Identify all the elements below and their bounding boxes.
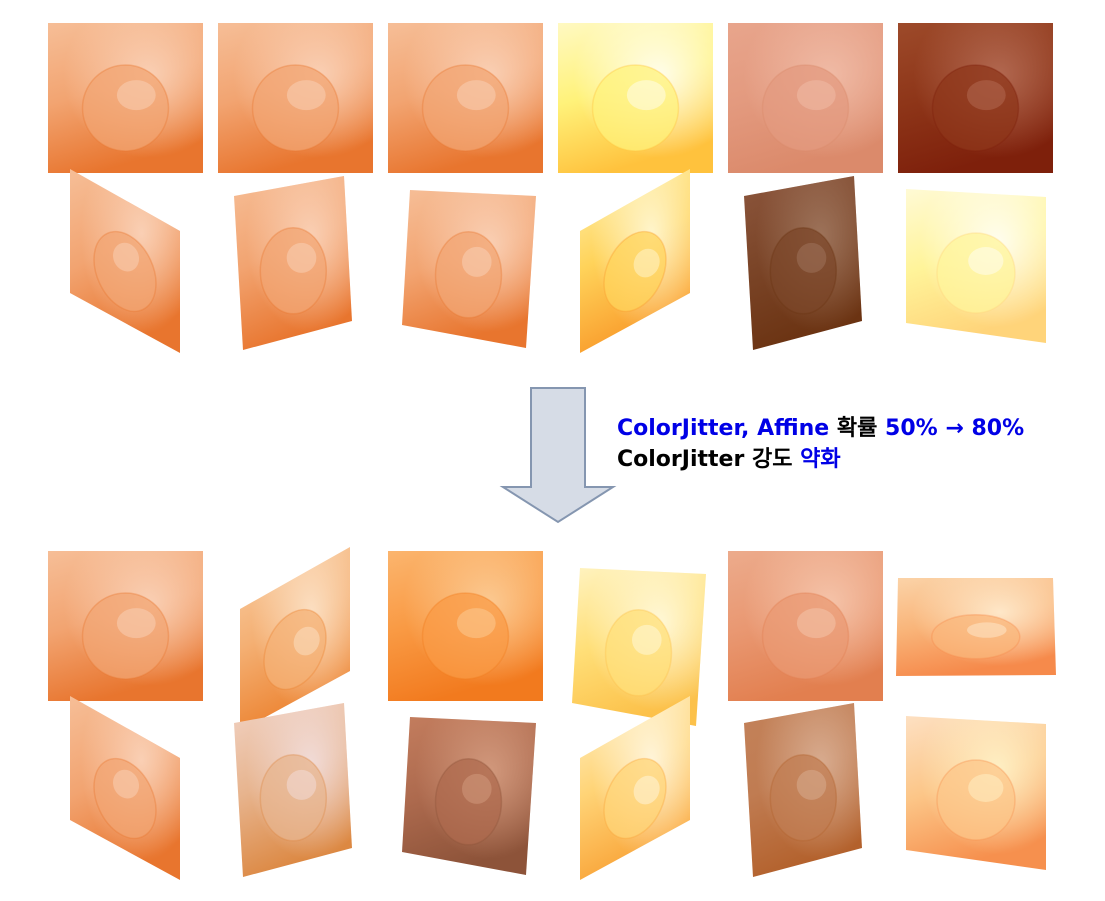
augmented-image-after-7: [234, 703, 352, 877]
augmented-image-after-1: [240, 547, 350, 731]
egg-object: [434, 231, 503, 319]
egg-highlight: [967, 622, 1007, 638]
egg-highlight: [113, 242, 140, 272]
egg-highlight: [286, 80, 326, 111]
caption-probability-word: 확률: [829, 416, 886, 441]
augmented-image-before-8: [402, 190, 536, 348]
augmented-image-after-5: [896, 578, 1056, 676]
egg-object: [421, 64, 510, 152]
egg-object: [93, 757, 157, 840]
egg-object: [81, 64, 170, 152]
egg-highlight: [796, 608, 836, 639]
augmented-image-after-2: [388, 551, 543, 701]
egg-highlight: [966, 80, 1006, 111]
egg-highlight: [113, 769, 140, 799]
egg-object: [761, 592, 850, 680]
egg-object: [931, 64, 1020, 152]
egg-highlight: [286, 242, 317, 273]
augmented-image-before-10: [744, 176, 862, 350]
egg-highlight: [456, 80, 496, 111]
egg-highlight: [462, 773, 492, 804]
egg-object: [603, 230, 667, 313]
egg-object: [769, 754, 838, 842]
egg-object: [259, 227, 328, 315]
augmented-image-after-6: [70, 696, 180, 880]
down-arrow: [499, 387, 617, 524]
egg-object: [434, 758, 503, 846]
augmented-image-before-3: [558, 23, 713, 173]
egg-object: [259, 754, 328, 842]
egg-object: [603, 757, 667, 840]
augmented-image-before-6: [70, 169, 180, 353]
caption-strength-word: ColorJitter 강도: [617, 447, 801, 472]
egg-highlight: [633, 248, 660, 278]
egg-highlight: [796, 242, 827, 273]
egg-highlight: [968, 774, 1004, 802]
egg-highlight: [968, 247, 1004, 275]
egg-object: [263, 608, 327, 691]
egg-highlight: [626, 80, 666, 111]
caption-weaken: 약화: [800, 447, 841, 472]
egg-object: [769, 227, 838, 315]
augmented-image-after-9: [580, 696, 690, 880]
egg-object: [931, 614, 1021, 660]
augmented-image-before-11: [906, 189, 1046, 343]
egg-highlight: [456, 608, 496, 639]
augmented-image-before-0: [48, 23, 203, 173]
egg-highlight: [462, 246, 492, 277]
egg-highlight: [796, 769, 827, 800]
egg-object: [251, 64, 340, 152]
egg-object: [421, 592, 510, 680]
caption-probability-change: 50% → 80%: [885, 416, 1025, 441]
egg-object: [591, 64, 680, 152]
egg-object: [81, 592, 170, 680]
augmented-image-before-5: [898, 23, 1053, 173]
egg-object: [936, 759, 1016, 841]
egg-highlight: [633, 775, 660, 805]
before-augmentation-samples: [48, 23, 1053, 353]
augmented-image-after-0: [48, 551, 203, 701]
augmented-image-after-11: [906, 716, 1046, 870]
egg-highlight: [796, 80, 836, 111]
augmented-image-after-8: [402, 717, 536, 875]
augmented-image-before-1: [218, 23, 373, 173]
egg-highlight: [286, 769, 317, 800]
egg-highlight: [293, 626, 320, 656]
augmented-image-before-9: [580, 169, 690, 353]
egg-object: [604, 609, 673, 697]
augmented-image-after-10: [744, 703, 862, 877]
caption-line-1: ColorJitter, Affine 확률 50% → 80%: [617, 413, 1024, 444]
egg-highlight: [116, 80, 156, 111]
change-caption: ColorJitter, Affine 확률 50% → 80% ColorJi…: [617, 413, 1024, 475]
egg-object: [93, 230, 157, 313]
egg-highlight: [632, 624, 662, 655]
after-augmentation-samples: [48, 547, 1056, 880]
egg-object: [761, 64, 850, 152]
caption-augment-names: ColorJitter, Affine: [617, 416, 830, 441]
augmented-image-before-2: [388, 23, 543, 173]
augmented-image-before-4: [728, 23, 883, 173]
egg-object: [936, 232, 1016, 314]
caption-line-2: ColorJitter 강도 약화: [617, 444, 1024, 475]
augmented-image-after-4: [728, 551, 883, 701]
egg-highlight: [116, 608, 156, 639]
augmented-image-after-3: [572, 568, 706, 726]
augmented-image-before-7: [234, 176, 352, 350]
